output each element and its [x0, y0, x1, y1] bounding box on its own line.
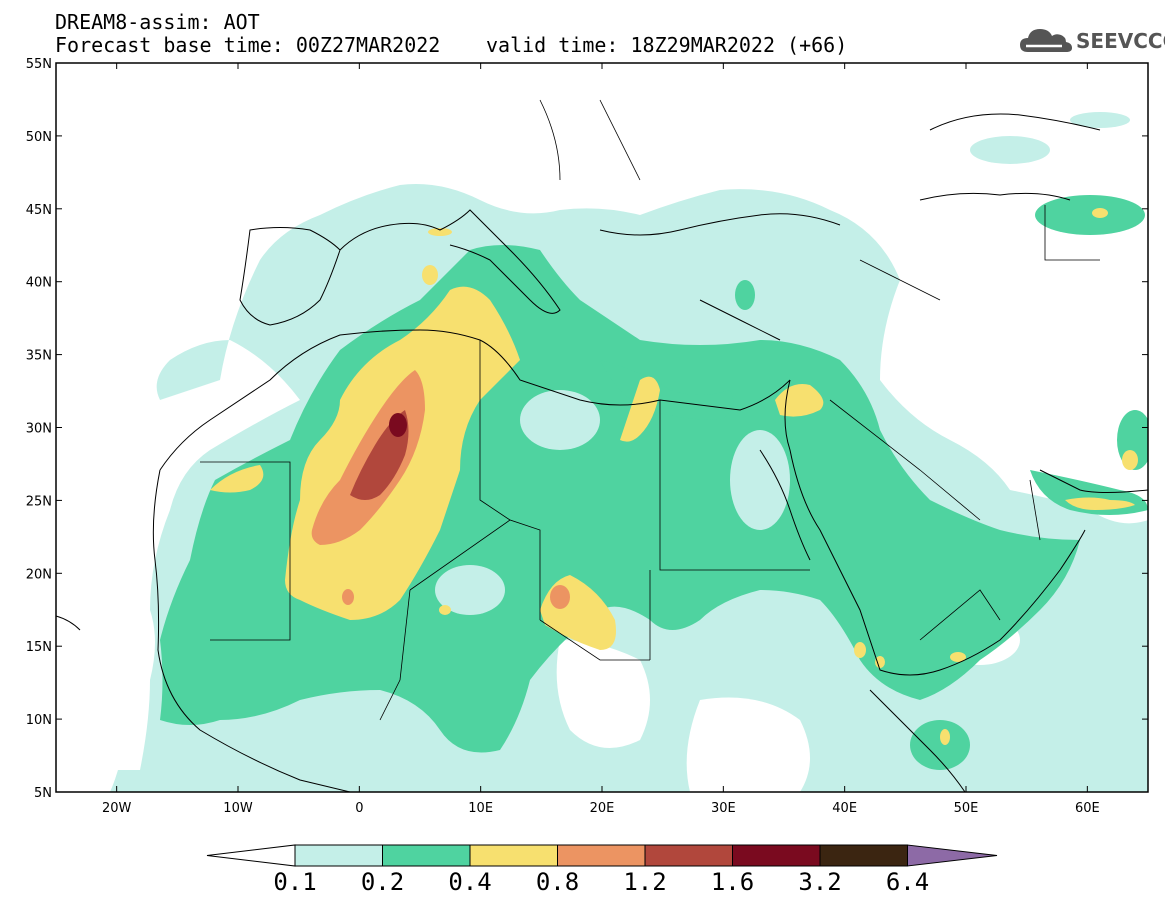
cloud-icon: [1020, 29, 1072, 52]
lat-tick-label: 35N: [26, 349, 52, 364]
colorbar-label: 0.2: [360, 868, 405, 896]
lat-tick-label: 20N: [26, 567, 52, 582]
map-title: DREAM8-assim: AOT: [55, 10, 260, 34]
logo-text: SEEVCCC: [1076, 29, 1165, 53]
lat-tick-label: 25N: [26, 494, 52, 509]
lat-tick-label: 10N: [26, 713, 52, 728]
lon-tick-label: 20E: [590, 801, 615, 816]
lat-tick-label: 50N: [26, 130, 52, 145]
colorbar-upper-extension: [907, 844, 998, 867]
colorbar-label: 0.1: [273, 868, 317, 896]
colorbar-segment: [294, 844, 383, 867]
aot-shading: [56, 99, 1148, 792]
colorbar-segment: [382, 844, 471, 867]
lon-tick-label: 10E: [468, 801, 493, 816]
coastlines: [56, 113, 1148, 792]
lon-tick-label: 40E: [832, 801, 857, 816]
colorbar: [206, 844, 998, 867]
colorbar-label: 3.2: [798, 868, 842, 896]
lat-tick-label: 5N: [34, 786, 52, 801]
lon-tick-label: 30E: [711, 801, 736, 816]
colorbar-segment: [644, 844, 733, 867]
lat-tick-label: 15N: [26, 640, 52, 655]
colorbar-segment: [469, 844, 558, 867]
colorbar-label: 1.6: [710, 868, 755, 896]
colorbar-segment: [819, 844, 908, 867]
lon-tick-label: 50E: [954, 801, 979, 816]
aot-level-1.6: [389, 413, 407, 437]
lat-tick-label: 45N: [26, 203, 52, 218]
colorbar-label: 6.4: [885, 868, 930, 896]
colorbar-segment: [732, 844, 821, 867]
colorbar-segment: [557, 844, 646, 867]
aot-level-0.1-inner: [435, 390, 790, 615]
lat-tick-label: 55N: [26, 57, 52, 72]
colorbar-label: 0.4: [448, 868, 492, 896]
valid-time: valid time: 18Z29MAR2022 (+66): [486, 33, 848, 57]
lon-tick-label: 0: [355, 801, 363, 816]
forecast-base-time: Forecast base time: 00Z27MAR2022: [55, 33, 441, 57]
lon-tick-label: 20W: [102, 801, 132, 816]
borders: [200, 99, 1100, 721]
lon-tick-label: 10W: [223, 801, 253, 816]
lon-tick-label: 60E: [1075, 801, 1100, 816]
map-axes: 55N 50N 45N 40N 35N 30N 25N 20N 15N 10N 5N 20W 10W 0 1…: [26, 57, 1148, 816]
lat-tick-label: 30N: [26, 422, 52, 437]
seevccc-logo: SEEVCCC: [1018, 24, 1165, 58]
colorbar-label: 0.8: [535, 868, 580, 896]
colorbar-label: 1.2: [623, 868, 667, 896]
colorbar-lower-extension: [206, 844, 296, 867]
lat-tick-label: 40N: [26, 276, 52, 291]
